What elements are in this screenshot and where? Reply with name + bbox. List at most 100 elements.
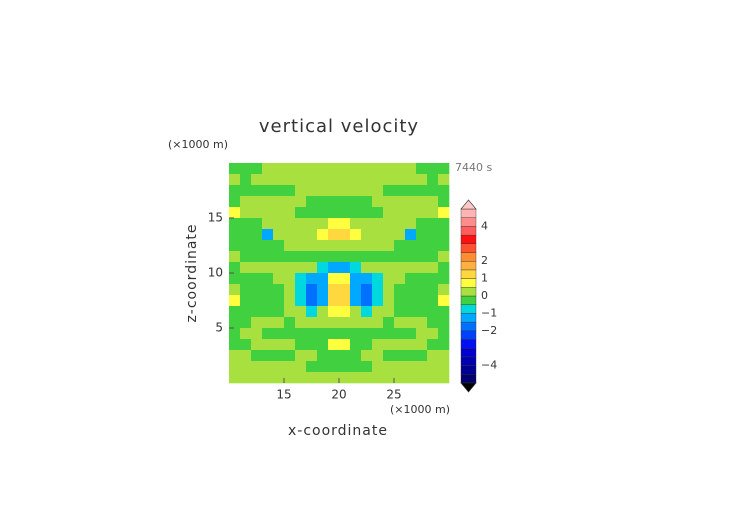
contour-cell [405, 284, 417, 296]
contour-cell [427, 273, 439, 285]
contour-cell [339, 306, 351, 318]
contour-cell [361, 262, 373, 274]
contour-cell [405, 185, 417, 197]
contour-cell [350, 306, 362, 318]
colorbar-band [460, 243, 477, 253]
time-label: 7440 s [455, 161, 492, 174]
contour-cell [438, 163, 450, 175]
contour-cell [251, 317, 263, 329]
contour-cell [273, 306, 285, 318]
contour-cell [273, 174, 285, 186]
contour-cell [229, 251, 241, 263]
contour-cell [240, 295, 252, 307]
contour-cell [350, 240, 362, 252]
contour-cell [339, 240, 351, 252]
contour-cell [427, 350, 439, 362]
contour-cell [350, 339, 362, 351]
contour-cell [339, 361, 351, 373]
contour-cell [438, 317, 450, 329]
contour-cell [339, 262, 351, 274]
contour-cell [284, 196, 296, 208]
contour-cell [372, 196, 384, 208]
contour-cell [229, 218, 241, 230]
contour-cell [416, 306, 428, 318]
contour-cell [295, 306, 307, 318]
contour-cell [240, 218, 252, 230]
contour-cell [284, 328, 296, 340]
x-tick-label: 25 [386, 388, 401, 402]
colorbar-tick-label: −2 [481, 324, 497, 337]
contour-cell [383, 207, 395, 219]
contour-cell [295, 196, 307, 208]
contour-cell [361, 350, 373, 362]
contour-cell [284, 229, 296, 241]
colorbar-band [460, 261, 477, 271]
contour-cell [317, 339, 329, 351]
contour-cell [317, 240, 329, 252]
contour-cell [416, 229, 428, 241]
contour-cell [438, 218, 450, 230]
contour-cell [284, 361, 296, 373]
contour-cell [251, 174, 263, 186]
contour-cell [295, 339, 307, 351]
contour-cell [427, 361, 439, 373]
contour-cell [317, 306, 329, 318]
contour-cell [405, 262, 417, 274]
contour-cell [262, 229, 274, 241]
contour-cell [427, 339, 439, 351]
colorbar-under [460, 382, 477, 393]
contour-cell [394, 372, 406, 384]
contour-cell [273, 339, 285, 351]
contour-cell [240, 284, 252, 296]
contour-cell [361, 361, 373, 373]
contour-cell [416, 262, 428, 274]
contour-cell [361, 174, 373, 186]
y-tick-label: 5 [215, 321, 223, 335]
contour-cell [284, 174, 296, 186]
contour-cell [405, 229, 417, 241]
contour-cell [229, 361, 241, 373]
contour-cell [361, 218, 373, 230]
contour-cell [328, 251, 340, 263]
contour-cell [339, 372, 351, 384]
colorbar-tick-label: 0 [481, 289, 488, 302]
contour-cell [372, 361, 384, 373]
contour-cell [405, 328, 417, 340]
contour-cell [383, 317, 395, 329]
contour-cell [273, 284, 285, 296]
contour-cell [306, 262, 318, 274]
contour-cell [295, 328, 307, 340]
contour-cell [339, 350, 351, 362]
contour-cell [273, 372, 285, 384]
contour-cell [394, 350, 406, 362]
contour-cell [306, 361, 318, 373]
contour-cell [361, 163, 373, 175]
contour-cell [416, 218, 428, 230]
contour-cell [427, 163, 439, 175]
contour-cell [361, 306, 373, 318]
contour-cell [251, 361, 263, 373]
contour-cell [262, 317, 274, 329]
contour-cell [240, 306, 252, 318]
contour-cell [394, 273, 406, 285]
contour-cell [372, 350, 384, 362]
contour-cell [438, 306, 450, 318]
contour-cell [427, 317, 439, 329]
y-tick-label: 10 [208, 266, 223, 280]
colorbar-tick-label: −4 [481, 359, 497, 372]
contour-cell [427, 218, 439, 230]
contour-cell [240, 372, 252, 384]
contour-cell [339, 273, 351, 285]
colorbar-band [460, 226, 477, 236]
contour-cell [350, 196, 362, 208]
contour-cell [383, 273, 395, 285]
contour-cell [262, 262, 274, 274]
contour-cell [405, 306, 417, 318]
contour-cell [284, 273, 296, 285]
contour-cell [328, 350, 340, 362]
contour-cell [273, 163, 285, 175]
contour-cell [317, 251, 329, 263]
contour-cell [372, 306, 384, 318]
contour-cell [383, 284, 395, 296]
contour-cell [306, 185, 318, 197]
